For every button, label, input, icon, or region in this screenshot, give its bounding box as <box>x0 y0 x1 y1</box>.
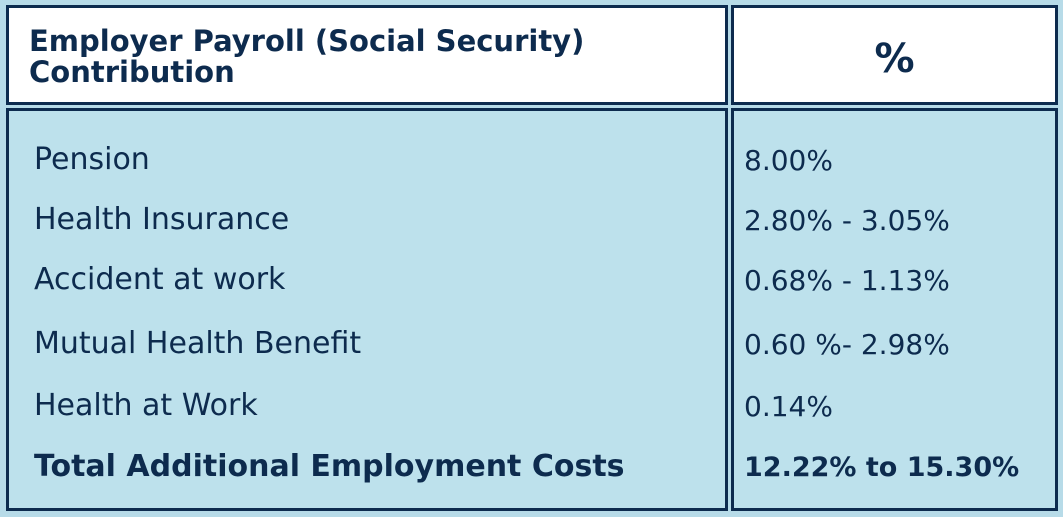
row-label-pension: Pension <box>34 142 150 177</box>
total-label: Total Additional Employment Costs <box>34 449 625 484</box>
labels-column: Pension Health Insurance Accident at wor… <box>6 108 728 511</box>
row-value-pension: 8.00% <box>744 144 833 177</box>
row-label-mutual-health-benefit: Mutual Health Benefit <box>34 326 362 361</box>
header-contribution-cell: Employer Payroll (Social Security) Contr… <box>6 5 728 105</box>
row-value-health-insurance: 2.80% - 3.05% <box>744 204 950 237</box>
row-label-health-at-work: Health at Work <box>34 388 258 423</box>
header-percent: % <box>874 36 915 82</box>
row-value-mutual-health-benefit: 0.60 %- 2.98% <box>744 328 950 361</box>
row-label-health-insurance: Health Insurance <box>34 202 290 237</box>
row-value-health-at-work: 0.14% <box>744 390 833 423</box>
header-title: Employer Payroll (Social Security) Contr… <box>29 24 585 89</box>
row-label-accident-at-work: Accident at work <box>34 262 286 297</box>
total-value: 12.22% to 15.30% <box>744 452 1020 483</box>
row-value-accident-at-work: 0.68% - 1.13% <box>744 264 950 297</box>
values-column: 8.00% 2.80% - 3.05% 0.68% - 1.13% 0.60 %… <box>731 108 1058 511</box>
header-percent-cell: % <box>731 5 1058 105</box>
